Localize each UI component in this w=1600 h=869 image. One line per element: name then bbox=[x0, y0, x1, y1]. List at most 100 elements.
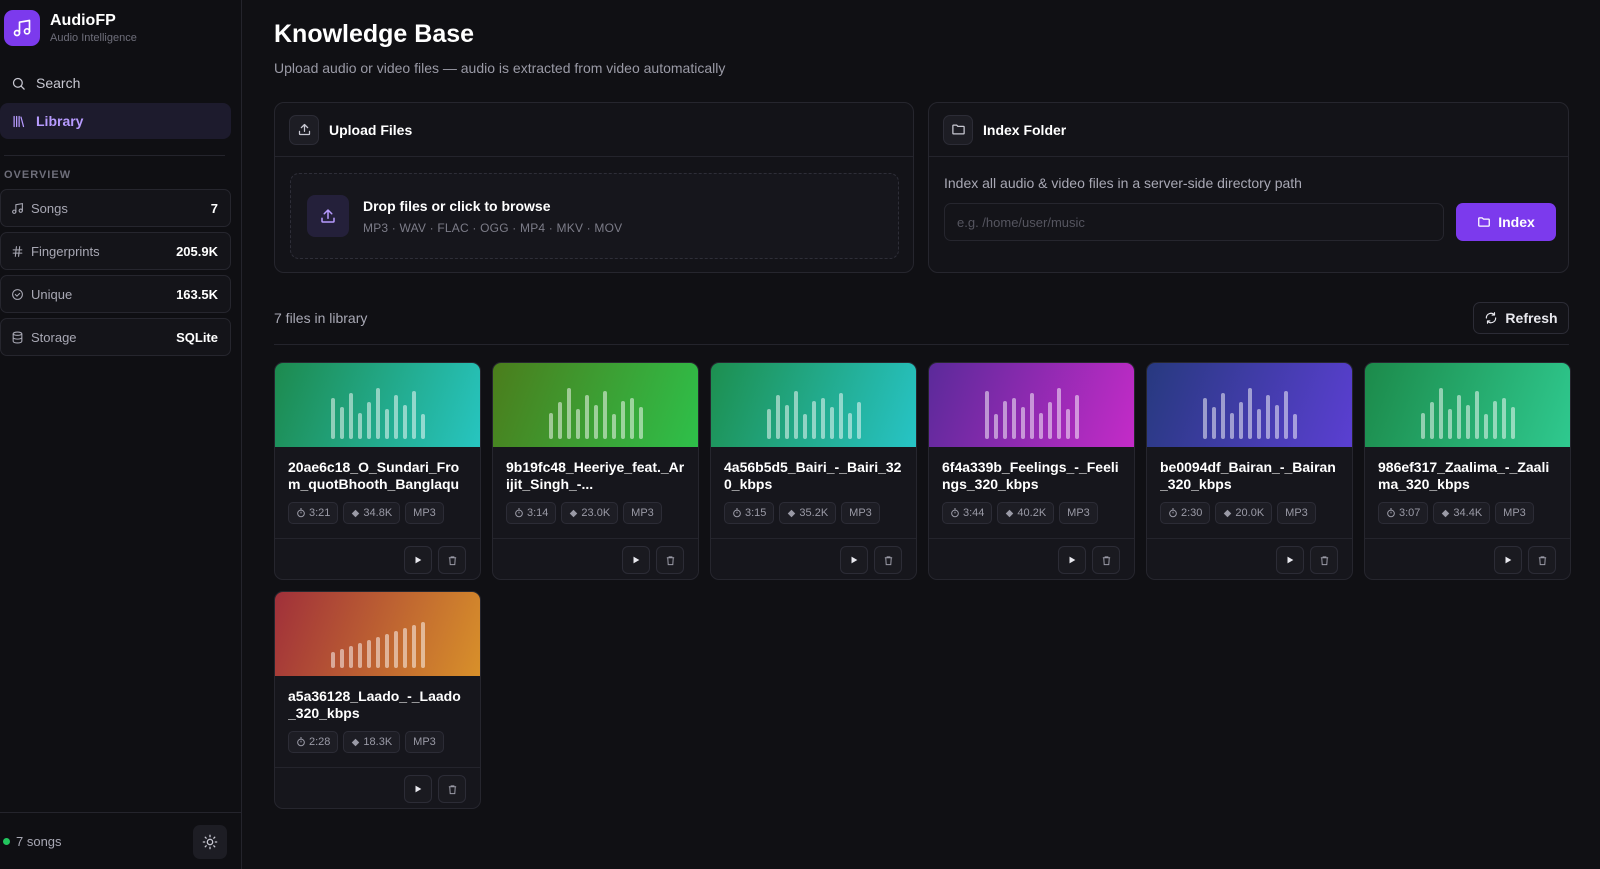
waveform-bar bbox=[402, 628, 407, 668]
search-icon bbox=[10, 75, 26, 91]
fingerprint-badge-text: 20.0K bbox=[1235, 507, 1265, 519]
delete-button[interactable] bbox=[438, 775, 466, 803]
sidebar-footer: 7 songs bbox=[0, 812, 241, 869]
play-button[interactable] bbox=[622, 546, 650, 574]
delete-button[interactable] bbox=[656, 546, 684, 574]
waveform-bar bbox=[384, 409, 389, 439]
diamond-icon bbox=[351, 509, 360, 518]
play-button[interactable] bbox=[1494, 546, 1522, 574]
waveform-bar bbox=[1047, 402, 1052, 439]
delete-button[interactable] bbox=[438, 546, 466, 574]
waveform-bar bbox=[856, 402, 861, 439]
duration-badge-text: 3:15 bbox=[745, 507, 767, 519]
waveform-bar bbox=[784, 405, 789, 439]
waveform-bar bbox=[838, 393, 843, 439]
index-panel-title: Index Folder bbox=[983, 121, 1067, 138]
trash-icon bbox=[1101, 555, 1112, 566]
fingerprint-badge: 23.0K bbox=[561, 502, 619, 524]
play-icon bbox=[413, 555, 423, 565]
song-count-status: 7 songs bbox=[16, 833, 62, 849]
waveform-bar bbox=[339, 649, 344, 668]
waveform-bar bbox=[602, 391, 607, 439]
play-button[interactable] bbox=[1276, 546, 1304, 574]
song-card[interactable]: 986ef317_Zaalima_-_Zaalima_320_kbps 3:07 3… bbox=[1364, 362, 1571, 580]
waveform-bar bbox=[1065, 409, 1070, 439]
library-count: 7 files in library bbox=[274, 310, 368, 326]
waveform-bar bbox=[330, 652, 335, 668]
fingerprint-badge: 40.2K bbox=[997, 502, 1055, 524]
duration-badge: 3:44 bbox=[942, 502, 993, 524]
play-button[interactable] bbox=[404, 546, 432, 574]
format-badge: MP3 bbox=[623, 502, 662, 524]
waveform-bar bbox=[348, 393, 353, 439]
waveform-bar bbox=[1483, 414, 1488, 439]
format-badge: MP3 bbox=[1495, 502, 1534, 524]
song-card[interactable]: 6f4a339b_Feelings_-_Feelings_320_kbps 3:4… bbox=[928, 362, 1135, 580]
waveform-bar bbox=[1020, 407, 1025, 439]
format-badge: MP3 bbox=[1277, 502, 1316, 524]
nav-item-library[interactable]: Library bbox=[0, 103, 231, 139]
refresh-button[interactable]: Refresh bbox=[1473, 302, 1569, 334]
index-button[interactable]: Index bbox=[1456, 203, 1556, 241]
play-icon bbox=[1503, 555, 1513, 565]
waveform-bar bbox=[1510, 407, 1515, 439]
upload-panel: Upload Files Drop files or click to brow… bbox=[274, 102, 914, 273]
waveform-bar bbox=[357, 643, 362, 668]
folder-path-input[interactable] bbox=[944, 203, 1444, 241]
file-dropzone[interactable]: Drop files or click to browse MP3 · WAV … bbox=[290, 173, 899, 259]
theme-toggle-button[interactable] bbox=[193, 825, 227, 859]
song-card[interactable]: a5a36128_Laado_-_Laado_320_kbps 2:28 18.3K… bbox=[274, 591, 481, 809]
play-button[interactable] bbox=[840, 546, 868, 574]
nav-item-search[interactable]: Search bbox=[0, 65, 231, 101]
folder-icon bbox=[943, 114, 973, 145]
waveform-bar bbox=[330, 398, 335, 439]
play-button[interactable] bbox=[404, 775, 432, 803]
song-card[interactable]: 9b19fc48_Heeriye_feat._Arijit_Singh_-...… bbox=[492, 362, 699, 580]
library-icon bbox=[10, 113, 26, 129]
index-folder-panel: Index Folder Index all audio & video fil… bbox=[928, 102, 1569, 273]
song-card[interactable]: 20ae6c18_O_Sundari_From_quotBhooth_Bangl… bbox=[274, 362, 481, 580]
delete-button[interactable] bbox=[874, 546, 902, 574]
song-title: 9b19fc48_Heeriye_feat._Arijit_Singh_-... bbox=[506, 459, 685, 492]
waveform-bar bbox=[1420, 413, 1425, 439]
format-badge: MP3 bbox=[405, 502, 444, 524]
fingerprint-badge: 34.4K bbox=[1433, 502, 1491, 524]
waveform-artwork bbox=[275, 363, 480, 447]
waveform-bar bbox=[375, 388, 380, 439]
delete-button[interactable] bbox=[1092, 546, 1120, 574]
sidebar: AudioFP Audio Intelligence Search Librar… bbox=[0, 0, 242, 869]
play-icon bbox=[849, 555, 859, 565]
format-badge: MP3 bbox=[841, 502, 880, 524]
waveform-bar bbox=[993, 414, 998, 439]
play-icon bbox=[413, 784, 423, 794]
waveform-bar bbox=[1256, 409, 1261, 439]
database-icon bbox=[10, 330, 24, 344]
waveform-bar bbox=[366, 402, 371, 439]
clock-icon bbox=[950, 508, 960, 518]
waveform-bar bbox=[593, 405, 598, 439]
waveform-bar bbox=[1501, 398, 1506, 439]
waveform-bar bbox=[811, 401, 816, 439]
overview-heading: OVERVIEW bbox=[4, 169, 72, 181]
delete-button[interactable] bbox=[1310, 546, 1338, 574]
waveform-artwork bbox=[711, 363, 916, 447]
song-card[interactable]: be0094df_Bairan_-_Bairan_320_kbps 2:30 20.… bbox=[1146, 362, 1353, 580]
stat-label: Unique bbox=[31, 286, 73, 302]
brand[interactable]: AudioFP Audio Intelligence bbox=[4, 10, 137, 46]
fingerprint-badge-text: 35.2K bbox=[799, 507, 829, 519]
delete-button[interactable] bbox=[1528, 546, 1556, 574]
page-subtitle: Upload audio or video files — audio is e… bbox=[274, 60, 726, 76]
fingerprint-badge: 35.2K bbox=[779, 502, 837, 524]
waveform-bar bbox=[1238, 402, 1243, 439]
song-title: a5a36128_Laado_-_Laado_320_kbps bbox=[288, 688, 461, 721]
waveform-artwork bbox=[275, 592, 480, 676]
waveform-bar bbox=[375, 637, 380, 668]
play-button[interactable] bbox=[1058, 546, 1086, 574]
duration-badge: 2:30 bbox=[1160, 502, 1211, 524]
duration-badge: 3:14 bbox=[506, 502, 557, 524]
waveform-bar bbox=[402, 405, 407, 439]
upload-icon bbox=[307, 195, 349, 237]
song-card[interactable]: 4a56b5d5_Bairi_-_Bairi_320_kbps 3:15 35.2K… bbox=[710, 362, 917, 580]
song-title: 20ae6c18_O_Sundari_From_quotBhooth_Bangl… bbox=[288, 459, 460, 492]
clock-icon bbox=[1386, 508, 1396, 518]
